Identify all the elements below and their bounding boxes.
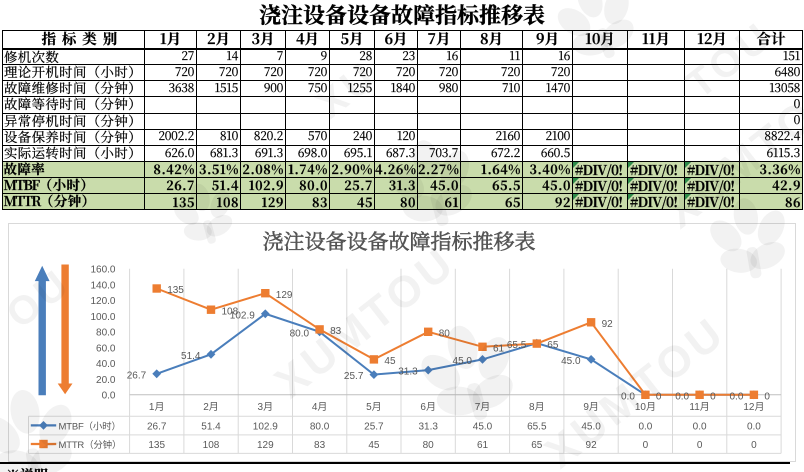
svg-text:45.0: 45.0 bbox=[581, 422, 601, 433]
svg-text:51.4: 51.4 bbox=[201, 422, 221, 433]
svg-text:31.3: 31.3 bbox=[418, 422, 438, 433]
svg-text:0: 0 bbox=[751, 440, 757, 451]
svg-text:129: 129 bbox=[276, 290, 293, 301]
svg-text:108: 108 bbox=[203, 440, 220, 451]
svg-text:65.5: 65.5 bbox=[527, 422, 547, 433]
svg-text:0.0: 0.0 bbox=[693, 422, 707, 433]
svg-text:20.0: 20.0 bbox=[96, 375, 116, 386]
svg-text:140.0: 140.0 bbox=[90, 280, 115, 291]
svg-text:61: 61 bbox=[493, 343, 505, 354]
svg-text:0.0: 0.0 bbox=[621, 391, 635, 402]
svg-text:60.0: 60.0 bbox=[96, 343, 116, 354]
svg-text:92: 92 bbox=[602, 319, 614, 330]
svg-text:83: 83 bbox=[314, 440, 326, 451]
svg-text:12月: 12月 bbox=[743, 402, 764, 413]
svg-text:0: 0 bbox=[710, 391, 716, 402]
svg-text:80.0: 80.0 bbox=[290, 328, 310, 339]
svg-text:31.3: 31.3 bbox=[398, 367, 418, 378]
svg-text:7月: 7月 bbox=[475, 402, 491, 413]
svg-text:0.0: 0.0 bbox=[747, 422, 761, 433]
svg-text:26.7: 26.7 bbox=[147, 422, 167, 433]
svg-text:4月: 4月 bbox=[312, 402, 328, 413]
svg-text:40.0: 40.0 bbox=[96, 359, 116, 370]
svg-text:65: 65 bbox=[531, 440, 543, 451]
svg-text:160.0: 160.0 bbox=[90, 265, 115, 276]
svg-text:3月: 3月 bbox=[258, 402, 274, 413]
svg-text:135: 135 bbox=[148, 440, 165, 451]
svg-text:45: 45 bbox=[368, 440, 380, 451]
svg-text:51.4: 51.4 bbox=[181, 351, 201, 362]
svg-text:6月: 6月 bbox=[420, 402, 436, 413]
svg-text:83: 83 bbox=[330, 326, 342, 337]
svg-text:129: 129 bbox=[257, 440, 274, 451]
svg-text:MTBF（小时）: MTBF（小时） bbox=[59, 421, 121, 433]
svg-text:0.0: 0.0 bbox=[102, 391, 116, 402]
svg-text:80.0: 80.0 bbox=[310, 422, 330, 433]
svg-text:120.0: 120.0 bbox=[90, 296, 115, 307]
svg-text:26.7: 26.7 bbox=[127, 370, 147, 381]
svg-text:0.0: 0.0 bbox=[675, 391, 689, 402]
svg-text:0: 0 bbox=[656, 391, 662, 402]
svg-text:0: 0 bbox=[697, 440, 703, 451]
svg-text:0: 0 bbox=[764, 391, 770, 402]
svg-text:102.9: 102.9 bbox=[253, 422, 278, 433]
svg-text:0.0: 0.0 bbox=[638, 422, 652, 433]
svg-text:8月: 8月 bbox=[529, 402, 545, 413]
svg-text:45.0: 45.0 bbox=[453, 356, 473, 367]
svg-text:5月: 5月 bbox=[366, 402, 382, 413]
svg-text:92: 92 bbox=[586, 440, 598, 451]
svg-text:0.0: 0.0 bbox=[729, 391, 743, 402]
svg-text:11月: 11月 bbox=[689, 402, 709, 413]
svg-text:100.0: 100.0 bbox=[90, 312, 115, 323]
svg-text:45: 45 bbox=[384, 356, 396, 367]
svg-text:0: 0 bbox=[643, 440, 649, 451]
svg-text:10月: 10月 bbox=[635, 402, 656, 413]
svg-text:65: 65 bbox=[547, 340, 559, 351]
svg-text:9月: 9月 bbox=[583, 402, 599, 413]
svg-text:45.0: 45.0 bbox=[473, 422, 493, 433]
svg-text:80.0: 80.0 bbox=[96, 328, 116, 339]
svg-text:MTTR（分钟）: MTTR（分钟） bbox=[59, 439, 122, 451]
svg-text:108: 108 bbox=[222, 306, 239, 317]
svg-text:80: 80 bbox=[439, 328, 451, 339]
svg-text:25.7: 25.7 bbox=[364, 422, 384, 433]
svg-text:2月: 2月 bbox=[203, 402, 219, 413]
svg-text:102.9: 102.9 bbox=[230, 310, 255, 321]
svg-text:80: 80 bbox=[423, 440, 435, 451]
svg-text:61: 61 bbox=[477, 440, 489, 451]
svg-text:135: 135 bbox=[167, 285, 184, 296]
svg-text:65.5: 65.5 bbox=[507, 340, 527, 351]
svg-text:45.0: 45.0 bbox=[561, 356, 581, 367]
svg-text:1月: 1月 bbox=[149, 402, 165, 413]
svg-text:25.7: 25.7 bbox=[344, 371, 364, 382]
